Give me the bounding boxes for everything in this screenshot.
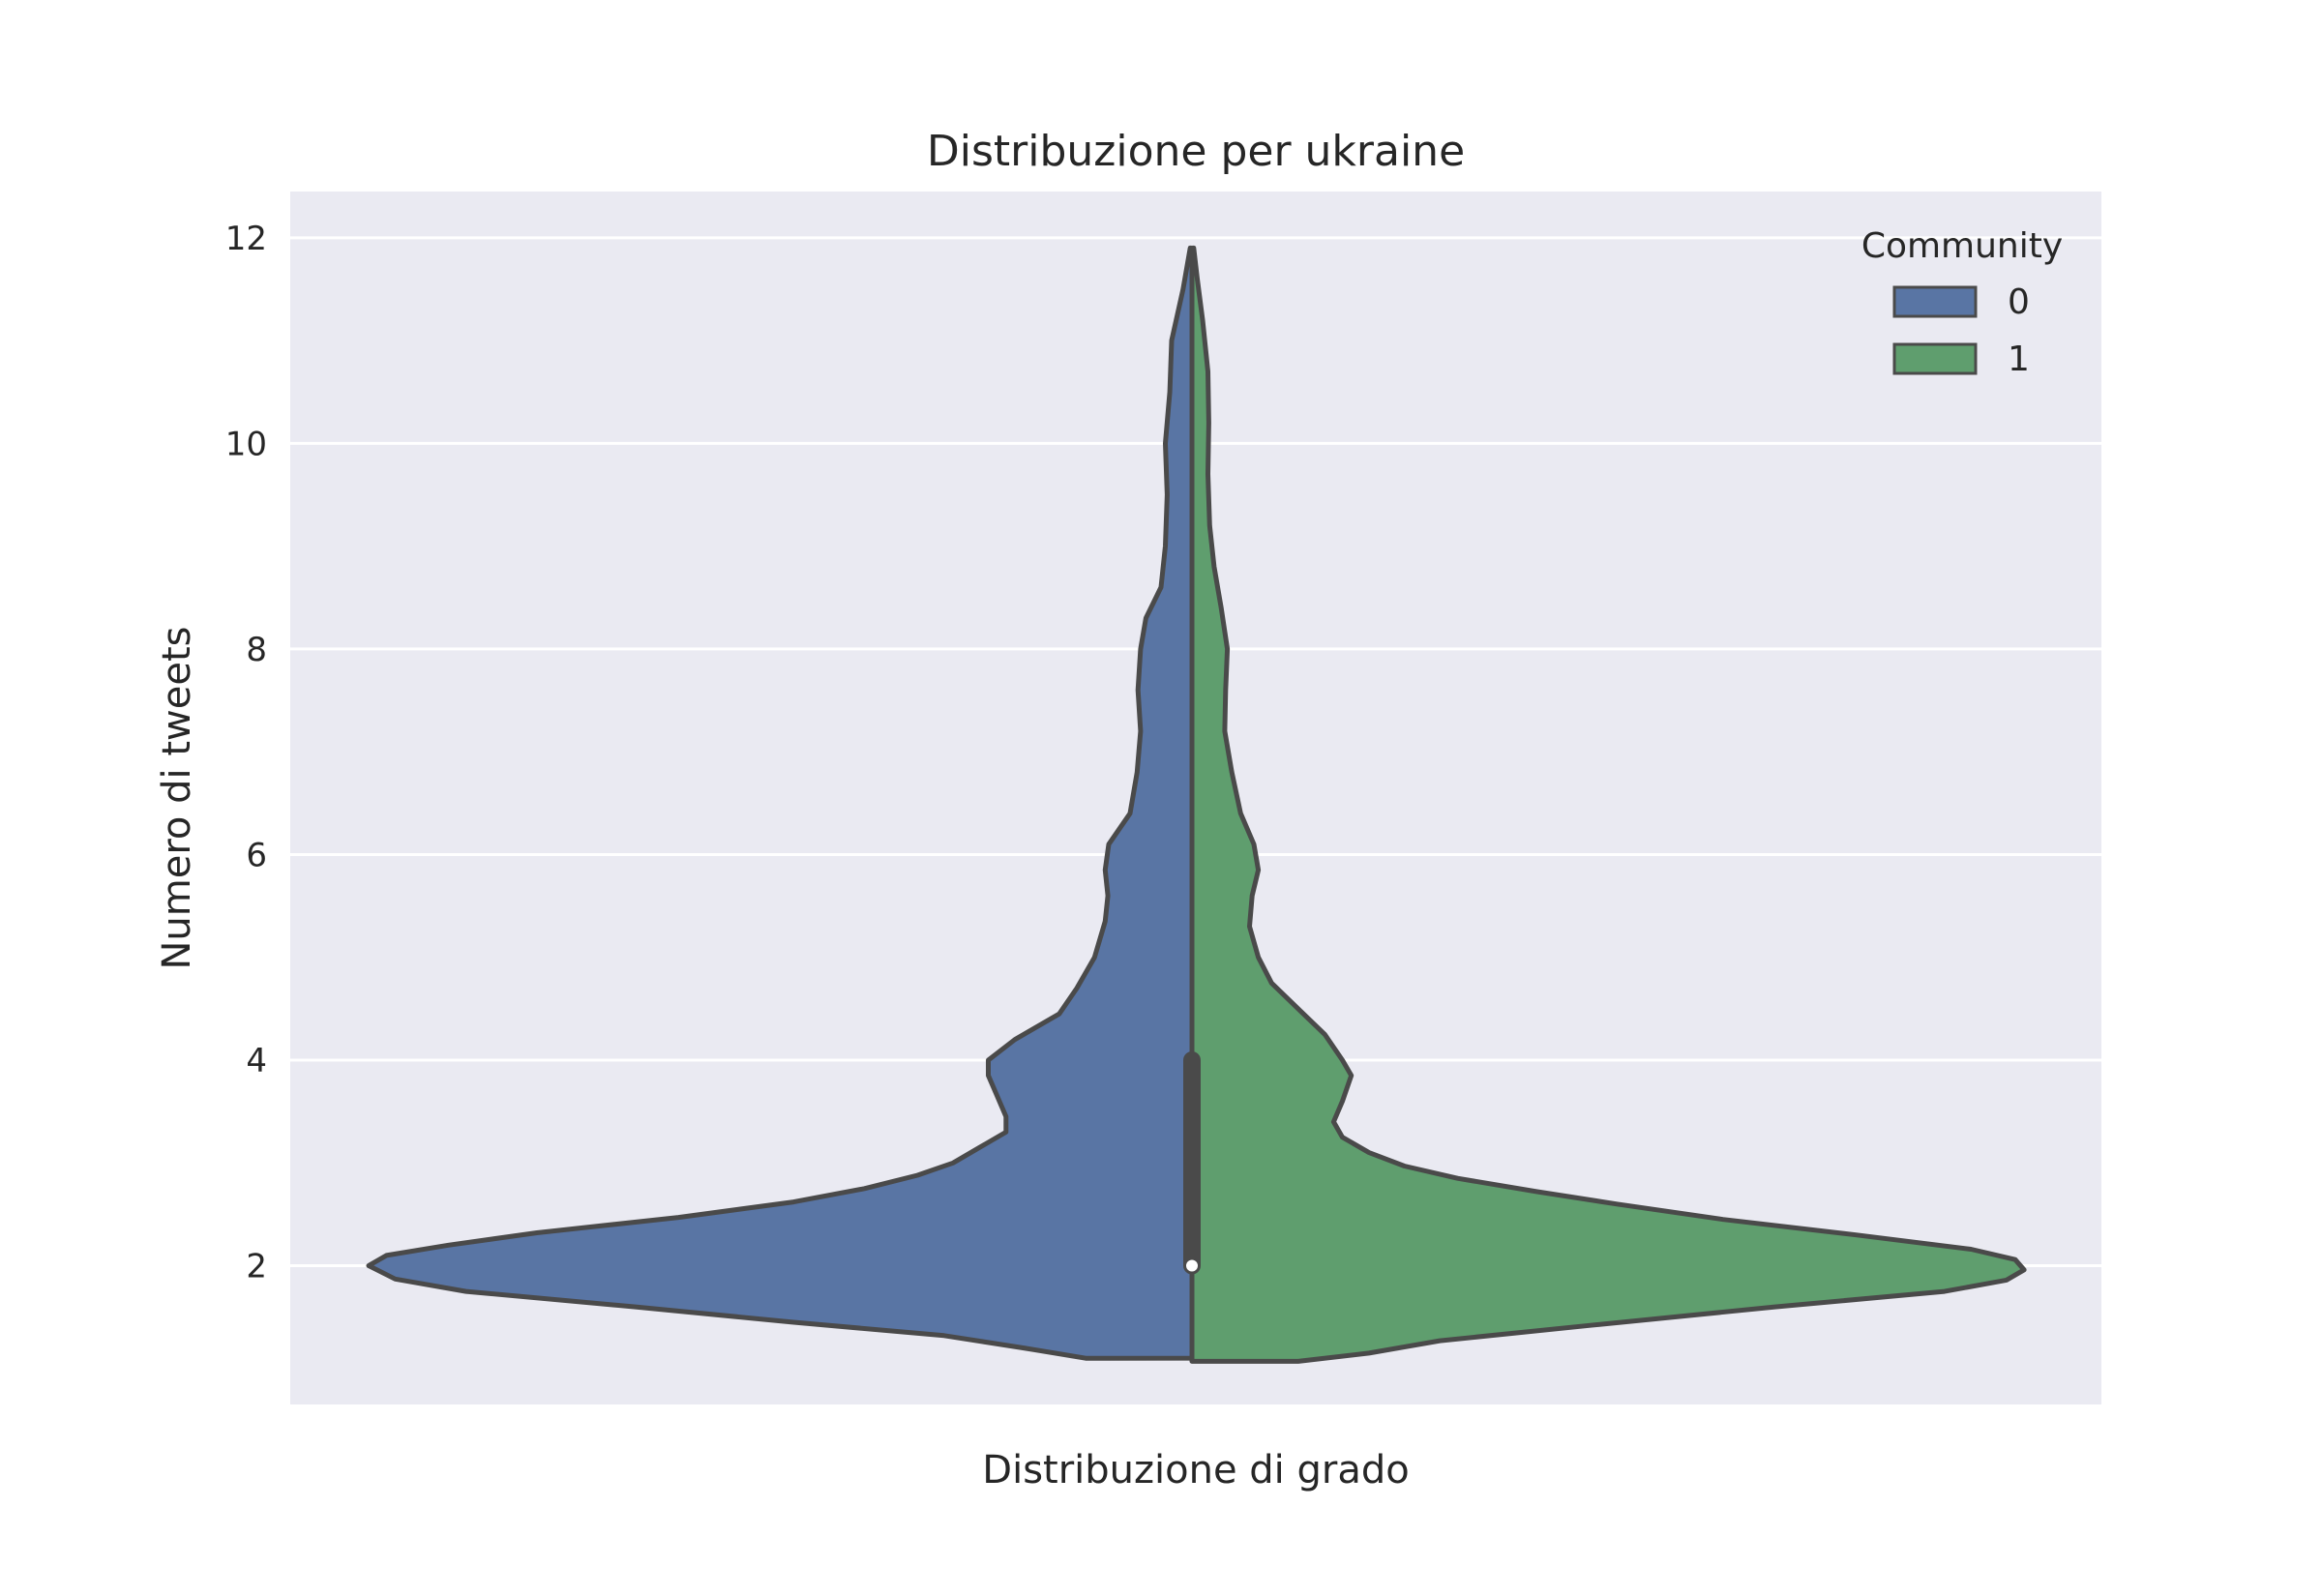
- y-tick-label-8: 8: [246, 631, 267, 669]
- inner-box: [1183, 248, 1201, 1359]
- y-tick-label-6: 6: [246, 836, 267, 874]
- legend-swatch-0: [1892, 285, 1978, 318]
- y-tick-label-2: 2: [246, 1248, 267, 1286]
- x-axis-label: Distribuzione di grado: [982, 1448, 1409, 1493]
- y-tick-label-12: 12: [225, 220, 267, 258]
- violin-half-0: [366, 245, 1195, 1361]
- legend-label-1: 1: [2008, 340, 2030, 379]
- legend-swatch-1: [1892, 342, 1978, 375]
- legend: Community 0 1: [1861, 226, 2063, 379]
- y-ticks: 2 4 6 8 10 12: [225, 220, 267, 1286]
- y-axis-label: Numero di tweets: [155, 627, 199, 970]
- violin-half-1: [1189, 245, 2027, 1364]
- legend-label-0: 0: [2008, 282, 2030, 322]
- median-point: [1184, 1257, 1200, 1274]
- y-tick-label-10: 10: [225, 425, 267, 463]
- violins: [366, 245, 2027, 1364]
- legend-title: Community: [1861, 226, 2063, 266]
- chart-title: Distribuzione per ukraine: [927, 127, 1465, 176]
- y-tick-label-4: 4: [246, 1042, 267, 1080]
